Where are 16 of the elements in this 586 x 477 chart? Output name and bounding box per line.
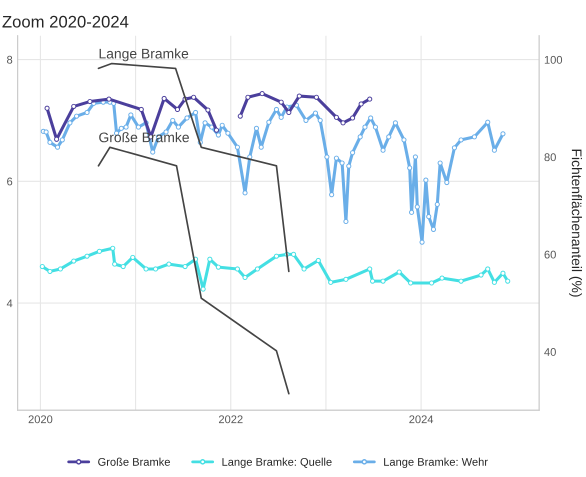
y-tick-label: 6 xyxy=(7,178,12,186)
y2-tick-label: 40 xyxy=(544,348,556,356)
y-tick-label: 4 xyxy=(6,299,12,308)
y2-tick-label: 80 xyxy=(544,153,556,162)
legend-label: Lange Bramke: Wehr xyxy=(384,458,488,468)
y-tick-label: 8 xyxy=(7,56,12,64)
chart-title: Zoom 2020-2024 xyxy=(2,16,128,28)
y2-axis-title: Fichtenflächenanteil (%) xyxy=(569,150,582,297)
legend-label: Lange Bramke: Quelle xyxy=(222,458,332,468)
legend-label: Große Bramke xyxy=(98,458,170,466)
y2-tick-label: 100 xyxy=(544,56,562,64)
x-tick-label: 2020 xyxy=(28,415,52,424)
x-tick-label: 2022 xyxy=(218,415,243,424)
series-label: Lange Bramke xyxy=(100,48,188,62)
x-tick-label: 2024 xyxy=(409,415,434,424)
y2-tick-label: 60 xyxy=(544,250,556,259)
